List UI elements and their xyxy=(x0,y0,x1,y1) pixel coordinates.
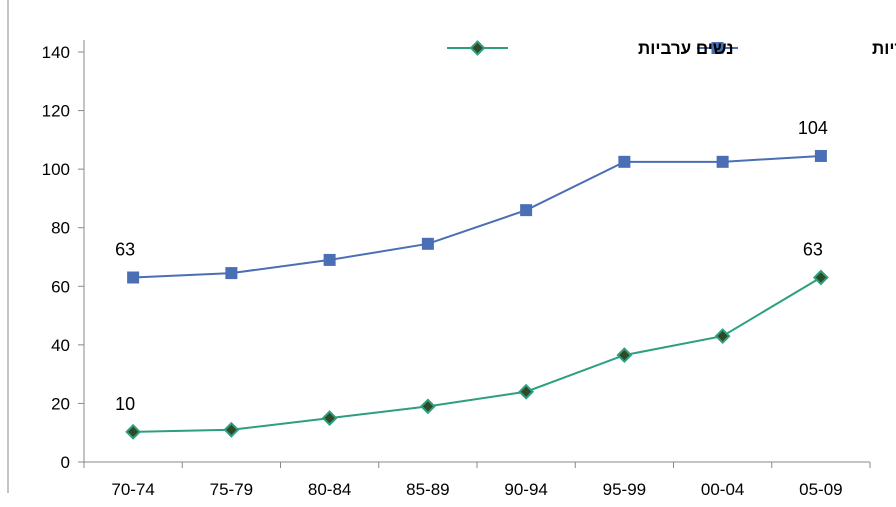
y-tick-label: 0 xyxy=(61,453,70,472)
legend: נשים יהודיות נשים ערביות xyxy=(447,39,896,58)
data-point-marker xyxy=(127,271,140,284)
data-point-marker xyxy=(616,347,633,364)
y-tick-label: 120 xyxy=(42,102,70,121)
data-label: 10 xyxy=(115,394,135,414)
data-point-marker xyxy=(716,155,729,168)
x-tick-label: 05-09 xyxy=(799,480,842,499)
data-label: 63 xyxy=(115,240,135,260)
y-tick-label: 60 xyxy=(51,277,70,296)
x-axis-ticks: 70-74 75-79 80-84 85-89 90-94 95-99 00-04 05-09 xyxy=(83,462,871,499)
data-point-marker xyxy=(518,383,535,400)
x-tick-label: 80-84 xyxy=(308,480,351,499)
data-label: 63 xyxy=(803,240,823,260)
series-line xyxy=(133,276,822,433)
y-tick-label: 40 xyxy=(51,336,70,355)
data-point-marker xyxy=(125,423,142,440)
data-point-marker xyxy=(321,410,338,426)
x-tick-label: 90-94 xyxy=(504,480,547,499)
data-point-marker xyxy=(814,149,827,162)
data-point-marker xyxy=(421,237,434,250)
data-point-marker xyxy=(618,155,631,168)
x-tick-label: 75-79 xyxy=(210,480,253,499)
x-tick-label: 00-04 xyxy=(701,480,744,499)
y-tick-label: 100 xyxy=(42,160,70,179)
data-point-marker xyxy=(223,421,240,438)
data-point-marker xyxy=(714,328,731,344)
legend-label: נשים יהודיות xyxy=(872,39,896,58)
x-tick-label: 85-89 xyxy=(406,480,449,499)
legend-marker xyxy=(469,40,486,56)
legend-entry-1: נשים ערביות xyxy=(447,39,734,58)
legend-entry-0: נשים יהודיות xyxy=(697,39,896,58)
series-line xyxy=(133,154,821,279)
x-tick-label: 95-99 xyxy=(603,480,646,499)
data-point-marker xyxy=(520,204,533,217)
y-tick-label: 80 xyxy=(51,219,70,238)
data-point-marker xyxy=(323,253,336,266)
data-label: 104 xyxy=(798,118,828,138)
series-1: 10 63 xyxy=(115,240,829,440)
y-axis-ticks: 0 20 40 60 80 100 120 140 xyxy=(42,43,84,472)
data-point-marker xyxy=(419,398,436,415)
legend-marker xyxy=(711,42,724,54)
data-point-marker xyxy=(225,267,238,280)
y-tick-label: 20 xyxy=(51,394,70,413)
legend-label: נשים ערביות xyxy=(638,39,734,58)
x-tick-label: 70-74 xyxy=(111,480,154,499)
series-layer: 63 104 10 63 xyxy=(115,118,829,440)
series-0: 63 104 xyxy=(115,118,828,284)
y-tick-label: 140 xyxy=(42,43,70,62)
data-point-marker xyxy=(812,269,829,286)
